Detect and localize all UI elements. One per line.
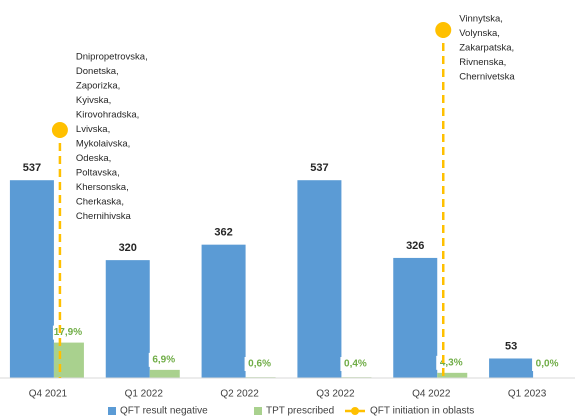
legend-label: QFT result negative bbox=[120, 406, 208, 417]
value-label: 537 bbox=[23, 162, 41, 174]
bar bbox=[9, 180, 54, 378]
bar bbox=[393, 257, 438, 378]
annotation: Zaporizka, bbox=[76, 81, 120, 92]
bar bbox=[201, 244, 246, 378]
x-tick-label: Q2 2022 bbox=[220, 389, 259, 400]
x-tick-label: Q3 2022 bbox=[316, 389, 355, 400]
annotation: Donetska, bbox=[76, 66, 119, 77]
annotation: Vinnytska, bbox=[459, 14, 503, 25]
label-box bbox=[532, 357, 563, 371]
value-label: 4,3% bbox=[440, 357, 463, 368]
x-tick-label: Q1 2022 bbox=[125, 389, 164, 400]
bar bbox=[489, 358, 534, 378]
value-label: 0,0% bbox=[536, 359, 559, 370]
bar bbox=[53, 342, 84, 378]
value-label: 6,9% bbox=[152, 355, 175, 366]
marker-dot bbox=[51, 122, 68, 138]
annotation: Volynska, bbox=[459, 28, 500, 39]
legend-swatch bbox=[108, 407, 116, 415]
marker-dot bbox=[435, 22, 452, 38]
x-tick-label: Q4 2021 bbox=[29, 389, 68, 400]
label-box bbox=[244, 357, 275, 371]
legend-label: TPT prescribed bbox=[266, 406, 334, 417]
legend-swatch bbox=[351, 407, 359, 415]
bar bbox=[105, 260, 150, 378]
x-tick-label: Q4 2022 bbox=[412, 389, 451, 400]
annotation: Kyivska, bbox=[76, 95, 111, 106]
annotation: Zakarpatska, bbox=[459, 43, 514, 54]
x-tick-label: Q1 2023 bbox=[508, 389, 547, 400]
annotation: Poltavska, bbox=[76, 168, 120, 179]
label-box bbox=[340, 357, 371, 371]
annotation: Khersonska, bbox=[76, 182, 129, 193]
annotation: Mykolaivska, bbox=[76, 139, 130, 150]
annotation: Dnipropetrovska, bbox=[76, 52, 148, 63]
label-box bbox=[148, 352, 179, 367]
value-label: 320 bbox=[119, 242, 137, 254]
value-label: 537 bbox=[310, 162, 328, 174]
value-label: 17,9% bbox=[54, 327, 82, 338]
bar bbox=[437, 372, 468, 378]
annotation: Kirovohradska, bbox=[76, 110, 139, 121]
annotation: Chernihivska bbox=[76, 211, 132, 222]
value-label: 0,6% bbox=[248, 359, 271, 370]
annotation: Chernivetska bbox=[459, 72, 515, 83]
legend-label: QFT initiation in oblasts bbox=[370, 406, 474, 417]
legend-swatch bbox=[254, 407, 262, 415]
bar bbox=[149, 369, 180, 378]
value-label: 53 bbox=[505, 340, 517, 352]
value-label: 326 bbox=[406, 240, 424, 252]
annotation: Rivnenska, bbox=[459, 57, 506, 68]
annotation: Odeska, bbox=[76, 153, 111, 164]
annotation: Lvivska, bbox=[76, 124, 110, 135]
annotation: Cherkaska, bbox=[76, 197, 124, 208]
value-label: 0,4% bbox=[344, 359, 367, 370]
value-label: 362 bbox=[214, 227, 232, 239]
bar bbox=[297, 180, 342, 378]
